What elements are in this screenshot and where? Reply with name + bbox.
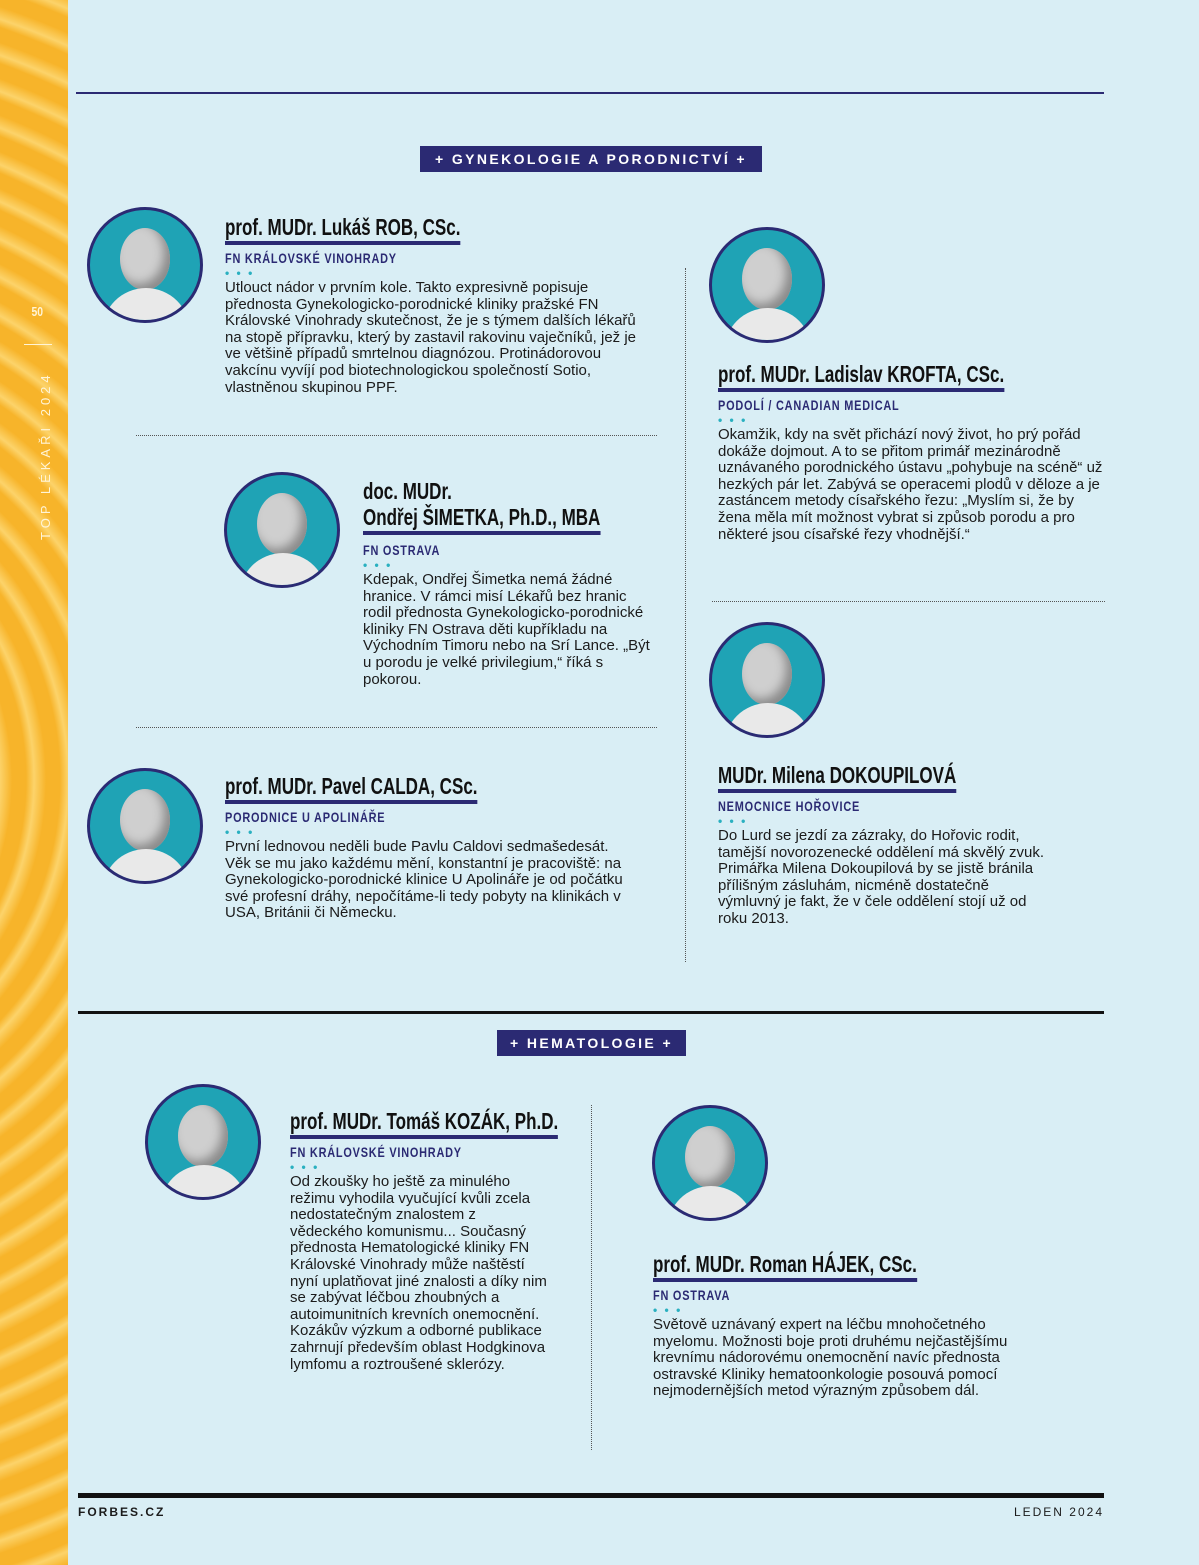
institution: PODOLÍ / CANADIAN MEDICAL [718,397,900,413]
doctor-name: prof. MUDr. Pavel CALDA, CSc. [225,773,478,804]
divider [136,435,657,436]
institution: FN KRÁLOVSKÉ VINOHRADY [225,250,397,266]
dots-separator: • • • [363,558,393,572]
doctor-name-line1: doc. MUDr. [363,478,452,504]
bio-text: Okamžik, kdy na svět přichází nový život… [718,426,1103,543]
section-badge-hematologie: + HEMATOLOGIE + [497,1030,686,1056]
section-badge-gynekologie: + GYNEKOLOGIE A PORODNICTVÍ + [420,146,762,172]
portrait-photo [145,1084,261,1200]
doctor-name: prof. MUDr. Roman HÁJEK, CSc. [653,1251,917,1282]
footer-rule [78,1493,1104,1498]
dots-separator: • • • [718,814,748,828]
institution: FN OSTRAVA [363,542,441,558]
doctor-name-line2: Ondřej ŠIMETKA, Ph.D., MBA [363,504,601,535]
dots-separator: • • • [225,266,255,280]
profile-kozak: prof. MUDr. Tomáš KOZÁK, Ph.D. FN KRÁLOV… [290,1108,559,1373]
dots-separator: • • • [653,1303,683,1317]
bio-text: Od zkoušky ho ještě za minulého režimu v… [290,1173,547,1373]
portrait-photo [652,1105,768,1221]
profile-rob: prof. MUDr. Lukáš ROB, CSc. FN KRÁLOVSKÉ… [225,214,655,396]
profile-hajek: prof. MUDr. Roman HÁJEK, CSc. FN OSTRAVA… [653,1251,1031,1400]
divider [712,601,1105,602]
bio-text: První lednovou neděli bude Pavlu Caldovi… [225,838,623,922]
dots-separator: • • • [225,825,255,839]
top-rule [76,92,1104,94]
divider [136,727,657,728]
doctor-name: prof. MUDr. Tomáš KOZÁK, Ph.D. [290,1108,559,1139]
profile-calda: prof. MUDr. Pavel CALDA, CSc. PORODNICE … [225,773,630,922]
column-divider [591,1105,592,1450]
portrait-photo [224,472,340,588]
footer-issue: LEDEN 2024 [1013,1505,1104,1519]
doctor-name: prof. MUDr. Ladislav KROFTA, CSc. [718,361,1005,392]
doctor-name: MUDr. Milena DOKOUPILOVÁ [718,762,957,793]
profile-simetka: doc. MUDr. Ondřej ŠIMETKA, Ph.D., MBA FN… [363,478,658,688]
decorative-side-strip [0,0,68,1565]
institution: FN OSTRAVA [653,1287,731,1303]
bio-text: Kdepak, Ondřej Šimetka nemá žádné hranic… [363,571,650,688]
profile-krofta: prof. MUDr. Ladislav KROFTA, CSc. PODOLÍ… [718,361,1103,543]
institution: NEMOCNICE HOŘOVICE [718,798,861,814]
institution: FN KRÁLOVSKÉ VINOHRADY [290,1144,462,1160]
section-vertical-title: TOP LÉKAŘI 2024 [38,371,53,540]
bio-text: Do Lurd se jezdí za zázraky, do Hořovic … [718,827,1044,927]
footer-publication: FORBES.CZ [78,1505,166,1519]
bio-text: Světově uznávaný expert na léčbu mnohoče… [653,1316,1008,1400]
column-divider [685,268,686,962]
portrait-photo [709,227,825,343]
sidebar-divider [24,344,52,345]
portrait-photo [87,207,203,323]
dots-separator: • • • [718,413,748,427]
profile-dokoupilova: MUDr. Milena DOKOUPILOVÁ NEMOCNICE HOŘOV… [718,762,1053,928]
portrait-photo [709,622,825,738]
doctor-name: prof. MUDr. Lukáš ROB, CSc. [225,214,461,245]
dots-separator: • • • [290,1160,320,1174]
section-rule [78,1011,1104,1014]
page-number: 50 [31,304,44,319]
portrait-photo [87,768,203,884]
bio-text: Utlouct nádor v prvním kole. Takto expre… [225,279,637,396]
institution: PORODNICE U APOLINÁŘE [225,809,386,825]
